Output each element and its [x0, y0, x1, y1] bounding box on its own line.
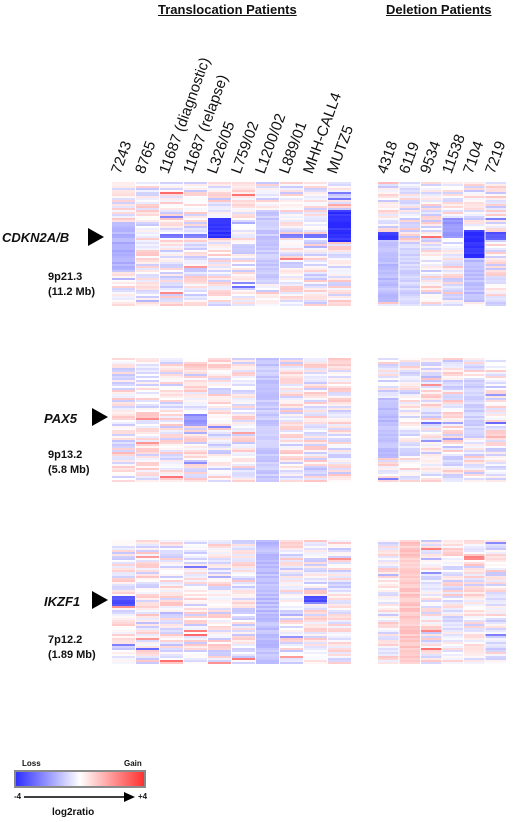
- legend-loss-label: Loss: [22, 759, 41, 768]
- band-size: (11.2 Mb): [48, 286, 96, 298]
- legend-title: log2ratio: [52, 807, 95, 818]
- translocation-sample-label: 8765: [132, 138, 160, 176]
- locus-arrow-icon: [92, 408, 108, 426]
- legend-max-label: +4: [138, 792, 148, 801]
- band-position: 9p21.3: [48, 271, 83, 283]
- heatmap-ikzf1-deletion: [378, 540, 506, 664]
- gene-label-ikzf1: IKZF1: [44, 594, 81, 609]
- heatmap-cdkn2ab-deletion: [378, 182, 506, 306]
- band-size: (1.89 Mb): [48, 649, 96, 661]
- legend-axis-arrow: [24, 792, 135, 802]
- band-label-cdkn2ab: 9p21.3 (11.2 Mb): [48, 270, 95, 300]
- band-size: (5.8 Mb): [48, 464, 90, 476]
- deletion-header: Deletion Patients: [386, 2, 492, 17]
- band-label-pax5: 9p13.2 (5.8 Mb): [48, 448, 90, 478]
- gene-label-pax5: PAX5: [44, 411, 77, 426]
- band-position: 7p12.2: [48, 634, 83, 646]
- band-label-ikzf1: 7p12.2 (1.89 Mb): [48, 633, 96, 663]
- locus-arrow-icon: [88, 228, 104, 246]
- band-position: 9p13.2: [48, 449, 83, 461]
- heatmap-ikzf1-translocation: [112, 540, 351, 664]
- heatmap-pax5-translocation: [112, 358, 351, 482]
- color-scale-bar: [14, 770, 146, 788]
- legend-min-label: -4: [14, 792, 22, 801]
- locus-arrow-icon: [92, 591, 108, 609]
- heatmap-pax5-deletion: [378, 358, 506, 482]
- translocation-sample-label: 7243: [108, 138, 136, 176]
- legend-gain-label: Gain: [124, 759, 142, 768]
- heatmap-cdkn2ab-translocation: [112, 182, 351, 306]
- gene-label-cdkn2ab: CDKN2A/B: [2, 230, 70, 245]
- translocation-header: Translocation Patients: [158, 2, 297, 17]
